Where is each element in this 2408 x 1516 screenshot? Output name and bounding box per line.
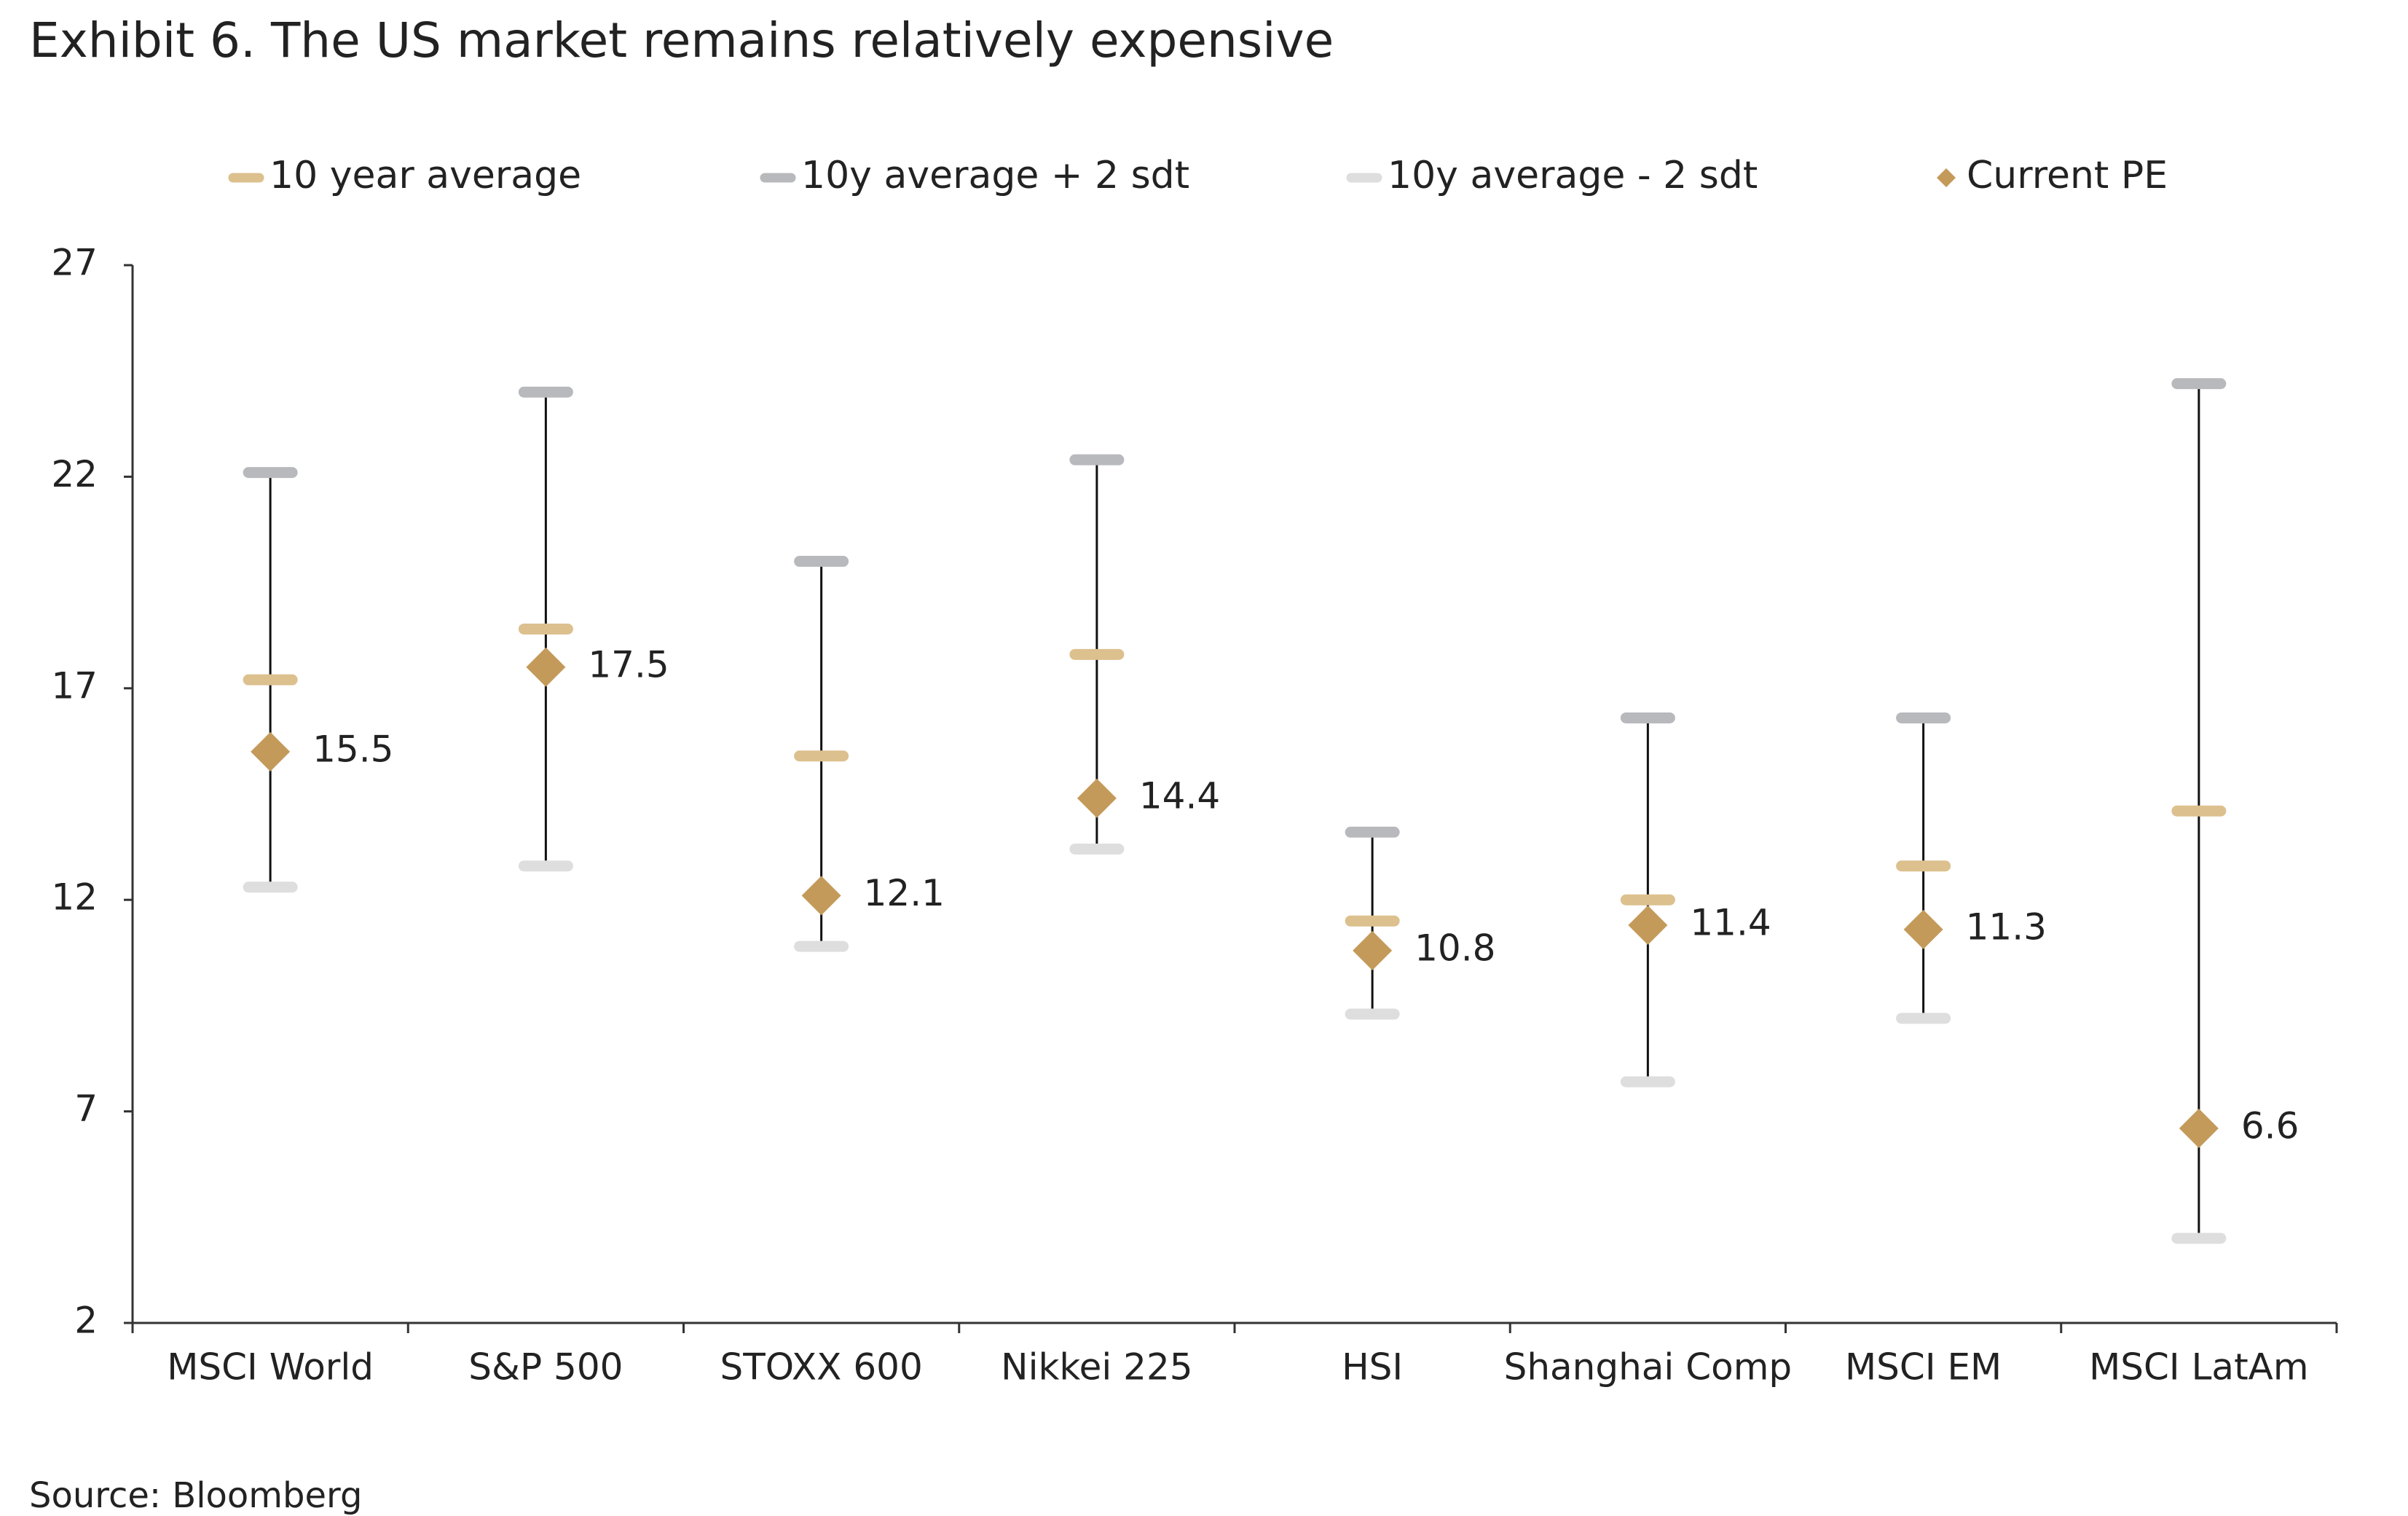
current-pe-marker (526, 647, 566, 687)
current-pe-marker (1077, 778, 1117, 818)
y-tick-label: 12 (51, 876, 98, 919)
data-label: 17.5 (588, 643, 669, 686)
chart-title: Exhibit 6. The US market remains relativ… (29, 12, 1334, 68)
current-pe-marker (1628, 906, 1668, 946)
data-label: 15.5 (312, 728, 393, 770)
data-label: 12.1 (864, 872, 945, 914)
x-tick-label: HSI (1342, 1346, 1403, 1389)
x-tick-label: Shanghai Comp (1504, 1346, 1793, 1389)
current-pe-marker (2179, 1108, 2219, 1148)
data-label: 6.6 (2241, 1104, 2299, 1147)
data-label: 10.8 (1414, 927, 1495, 969)
y-tick-label: 7 (74, 1088, 98, 1130)
data-label: 14.4 (1139, 774, 1220, 817)
x-tick-label: MSCI EM (1845, 1346, 2002, 1389)
x-tick-label: S&P 500 (468, 1346, 623, 1389)
x-tick-label: MSCI LatAm (2089, 1346, 2308, 1389)
x-tick-label: STOXX 600 (720, 1346, 922, 1389)
legend-label: Current PE (1967, 154, 2168, 197)
current-pe-marker (251, 731, 291, 771)
y-tick-label: 17 (51, 664, 98, 707)
legend-marker (1937, 168, 1956, 187)
current-pe-marker (1353, 930, 1393, 970)
data-label: 11.3 (1966, 906, 2047, 948)
y-tick-label: 27 (51, 242, 98, 284)
x-tick-label: Nikkei 225 (1001, 1346, 1192, 1389)
current-pe-marker (1903, 909, 1943, 949)
x-tick-label: MSCI World (167, 1346, 374, 1389)
legend-label: 10y average + 2 sdt (801, 154, 1189, 197)
y-tick-label: 2 (74, 1300, 98, 1342)
data-label: 11.4 (1690, 902, 1771, 944)
source-note: Source: Bloomberg (29, 1475, 362, 1516)
legend-label: 10y average - 2 sdt (1388, 154, 1758, 197)
current-pe-marker (801, 876, 841, 916)
legend-label: 10 year average (269, 154, 581, 197)
y-tick-label: 22 (51, 453, 98, 495)
